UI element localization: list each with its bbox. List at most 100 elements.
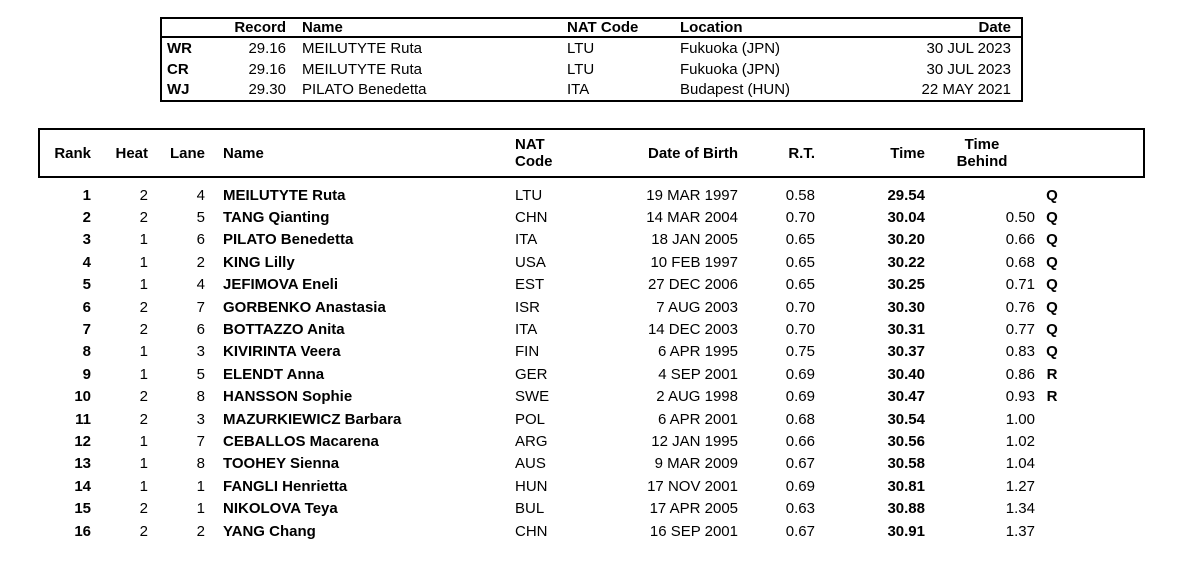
result-time: 30.04: [887, 209, 925, 227]
result-rank: 12: [74, 432, 91, 450]
result-lane: 3: [196, 410, 205, 428]
result-nat-code: ISR: [515, 298, 541, 316]
result-time-behind: 1.04: [1005, 455, 1035, 473]
result-rank: 2: [82, 209, 91, 227]
result-time-behind: 0.76: [1005, 298, 1035, 316]
record-time: 29.16: [248, 39, 286, 57]
result-time: 30.25: [887, 276, 925, 294]
result-reaction-time: 0.65: [785, 276, 815, 294]
result-qualification-flag: R: [1046, 388, 1058, 406]
result-time-behind: 0.50: [1005, 209, 1035, 227]
result-heat: 1: [139, 231, 148, 249]
result-rank: 8: [82, 343, 91, 361]
result-time-behind: 0.86: [1005, 365, 1035, 383]
result-time: 30.88: [887, 500, 925, 518]
result-qualification-flag: Q: [1046, 298, 1058, 316]
result-swimmer-name: NIKOLOVA Teya: [223, 500, 338, 518]
result-time-behind: 0.77: [1005, 321, 1035, 339]
result-time-behind: 1.34: [1005, 500, 1035, 518]
result-nat-code: ARG: [515, 432, 548, 450]
record-location: Budapest (HUN): [680, 81, 791, 99]
result-qualification-flag: Q: [1046, 343, 1058, 361]
result-swimmer-name: KIVIRINTA Veera: [223, 343, 341, 361]
result-nat-code: CHN: [515, 209, 548, 227]
result-date-of-birth: 6 APR 2001: [657, 410, 738, 428]
result-swimmer-name: MEILUTYTE Ruta: [223, 186, 346, 204]
result-nat-code: GER: [515, 365, 548, 383]
result-swimmer-name: HANSSON Sophie: [223, 388, 353, 406]
result-qualification-flag: R: [1046, 365, 1058, 383]
result-heat: 1: [139, 432, 148, 450]
result-row: 1 2 4 MEILUTYTE Ruta LTU 19 MAR 1997 0.5…: [40, 184, 1143, 206]
record-date: 30 JUL 2023: [926, 39, 1011, 57]
result-time: 30.40: [887, 365, 925, 383]
result-swimmer-name: JEFIMOVA Eneli: [223, 276, 339, 294]
record-date: 30 JUL 2023: [926, 60, 1011, 78]
col-header-time-behind: Time Behind: [956, 136, 1008, 170]
result-row: 11 2 3 MAZURKIEWICZ Barbara POL 6 APR 20…: [40, 408, 1143, 430]
result-time: 30.37: [887, 343, 925, 361]
result-row: 10 2 8 HANSSON Sophie SWE 2 AUG 1998 0.6…: [40, 386, 1143, 408]
result-heat: 1: [139, 253, 148, 271]
record-row: WR 29.16 MEILUTYTE Ruta LTU Fukuoka (JPN…: [162, 38, 1021, 59]
result-reaction-time: 0.67: [785, 522, 815, 540]
result-time: 30.58: [887, 455, 925, 473]
result-row: 14 1 1 FANGLI Henrietta HUN 17 NOV 2001 …: [40, 475, 1143, 497]
result-nat-code: BUL: [515, 500, 545, 518]
result-row: 7 2 6 BOTTAZZO Anita ITA 14 DEC 2003 0.7…: [40, 318, 1143, 340]
result-qualification-flag: Q: [1046, 231, 1058, 249]
result-time-behind: 1.37: [1005, 522, 1035, 540]
result-row: 2 2 5 TANG Qianting CHN 14 MAR 2004 0.70…: [40, 206, 1143, 228]
result-reaction-time: 0.58: [785, 186, 815, 204]
result-date-of-birth: 10 FEB 1997: [650, 253, 738, 271]
result-lane: 2: [196, 522, 205, 540]
col-header-reaction-time: R.T.: [788, 144, 815, 162]
result-qualification-flag: Q: [1046, 186, 1058, 204]
result-swimmer-name: KING Lilly: [223, 253, 295, 271]
col-header-heat: Heat: [115, 144, 148, 162]
result-date-of-birth: 6 APR 1995: [657, 343, 738, 361]
result-swimmer-name: BOTTAZZO Anita: [223, 321, 345, 339]
result-rank: 3: [82, 231, 91, 249]
result-heat: 2: [139, 410, 148, 428]
result-reaction-time: 0.70: [785, 298, 815, 316]
col-header-date-of-birth: Date of Birth: [648, 144, 738, 162]
result-reaction-time: 0.69: [785, 388, 815, 406]
record-row: WJ 29.30 PILATO Benedetta ITA Budapest (…: [162, 80, 1021, 101]
result-time: 30.30: [887, 298, 925, 316]
result-swimmer-name: CEBALLOS Macarena: [223, 432, 379, 450]
result-time-behind: 0.68: [1005, 253, 1035, 271]
result-time-behind: 1.02: [1005, 432, 1035, 450]
result-date-of-birth: 2 AUG 1998: [656, 388, 738, 406]
result-rank: 4: [82, 253, 91, 271]
result-qualification-flag: Q: [1046, 276, 1058, 294]
result-reaction-time: 0.63: [785, 500, 815, 518]
result-reaction-time: 0.68: [785, 410, 815, 428]
result-row: 3 1 6 PILATO Benedetta ITA 18 JAN 2005 0…: [40, 229, 1143, 251]
result-reaction-time: 0.69: [785, 365, 815, 383]
records-header-name: Name: [302, 19, 343, 36]
result-nat-code: EST: [515, 276, 545, 294]
result-row: 15 2 1 NIKOLOVA Teya BUL 17 APR 2005 0.6…: [40, 497, 1143, 519]
result-rank: 11: [75, 410, 91, 428]
result-time-behind: 1.00: [1005, 410, 1035, 428]
record-holder-name: PILATO Benedetta: [302, 81, 427, 99]
result-heat: 1: [139, 455, 148, 473]
result-lane: 8: [196, 455, 205, 473]
result-swimmer-name: GORBENKO Anastasia: [223, 298, 386, 316]
record-time: 29.30: [248, 81, 286, 99]
result-row: 5 1 4 JEFIMOVA Eneli EST 27 DEC 2006 0.6…: [40, 274, 1143, 296]
records-header-record: Record: [234, 19, 286, 36]
result-lane: 5: [196, 365, 205, 383]
result-nat-code: CHN: [515, 522, 548, 540]
result-rank: 1: [82, 186, 91, 204]
records-table: Record Name NAT Code Location Date WR 29…: [160, 17, 1023, 103]
result-rank: 9: [82, 365, 91, 383]
result-date-of-birth: 19 MAR 1997: [646, 186, 738, 204]
record-time: 29.16: [248, 60, 286, 78]
col-header-lane: Lane: [169, 144, 205, 162]
col-header-rank: Rank: [54, 144, 91, 162]
records-header-nat-code: NAT Code: [567, 19, 639, 36]
result-heat: 2: [139, 209, 148, 227]
